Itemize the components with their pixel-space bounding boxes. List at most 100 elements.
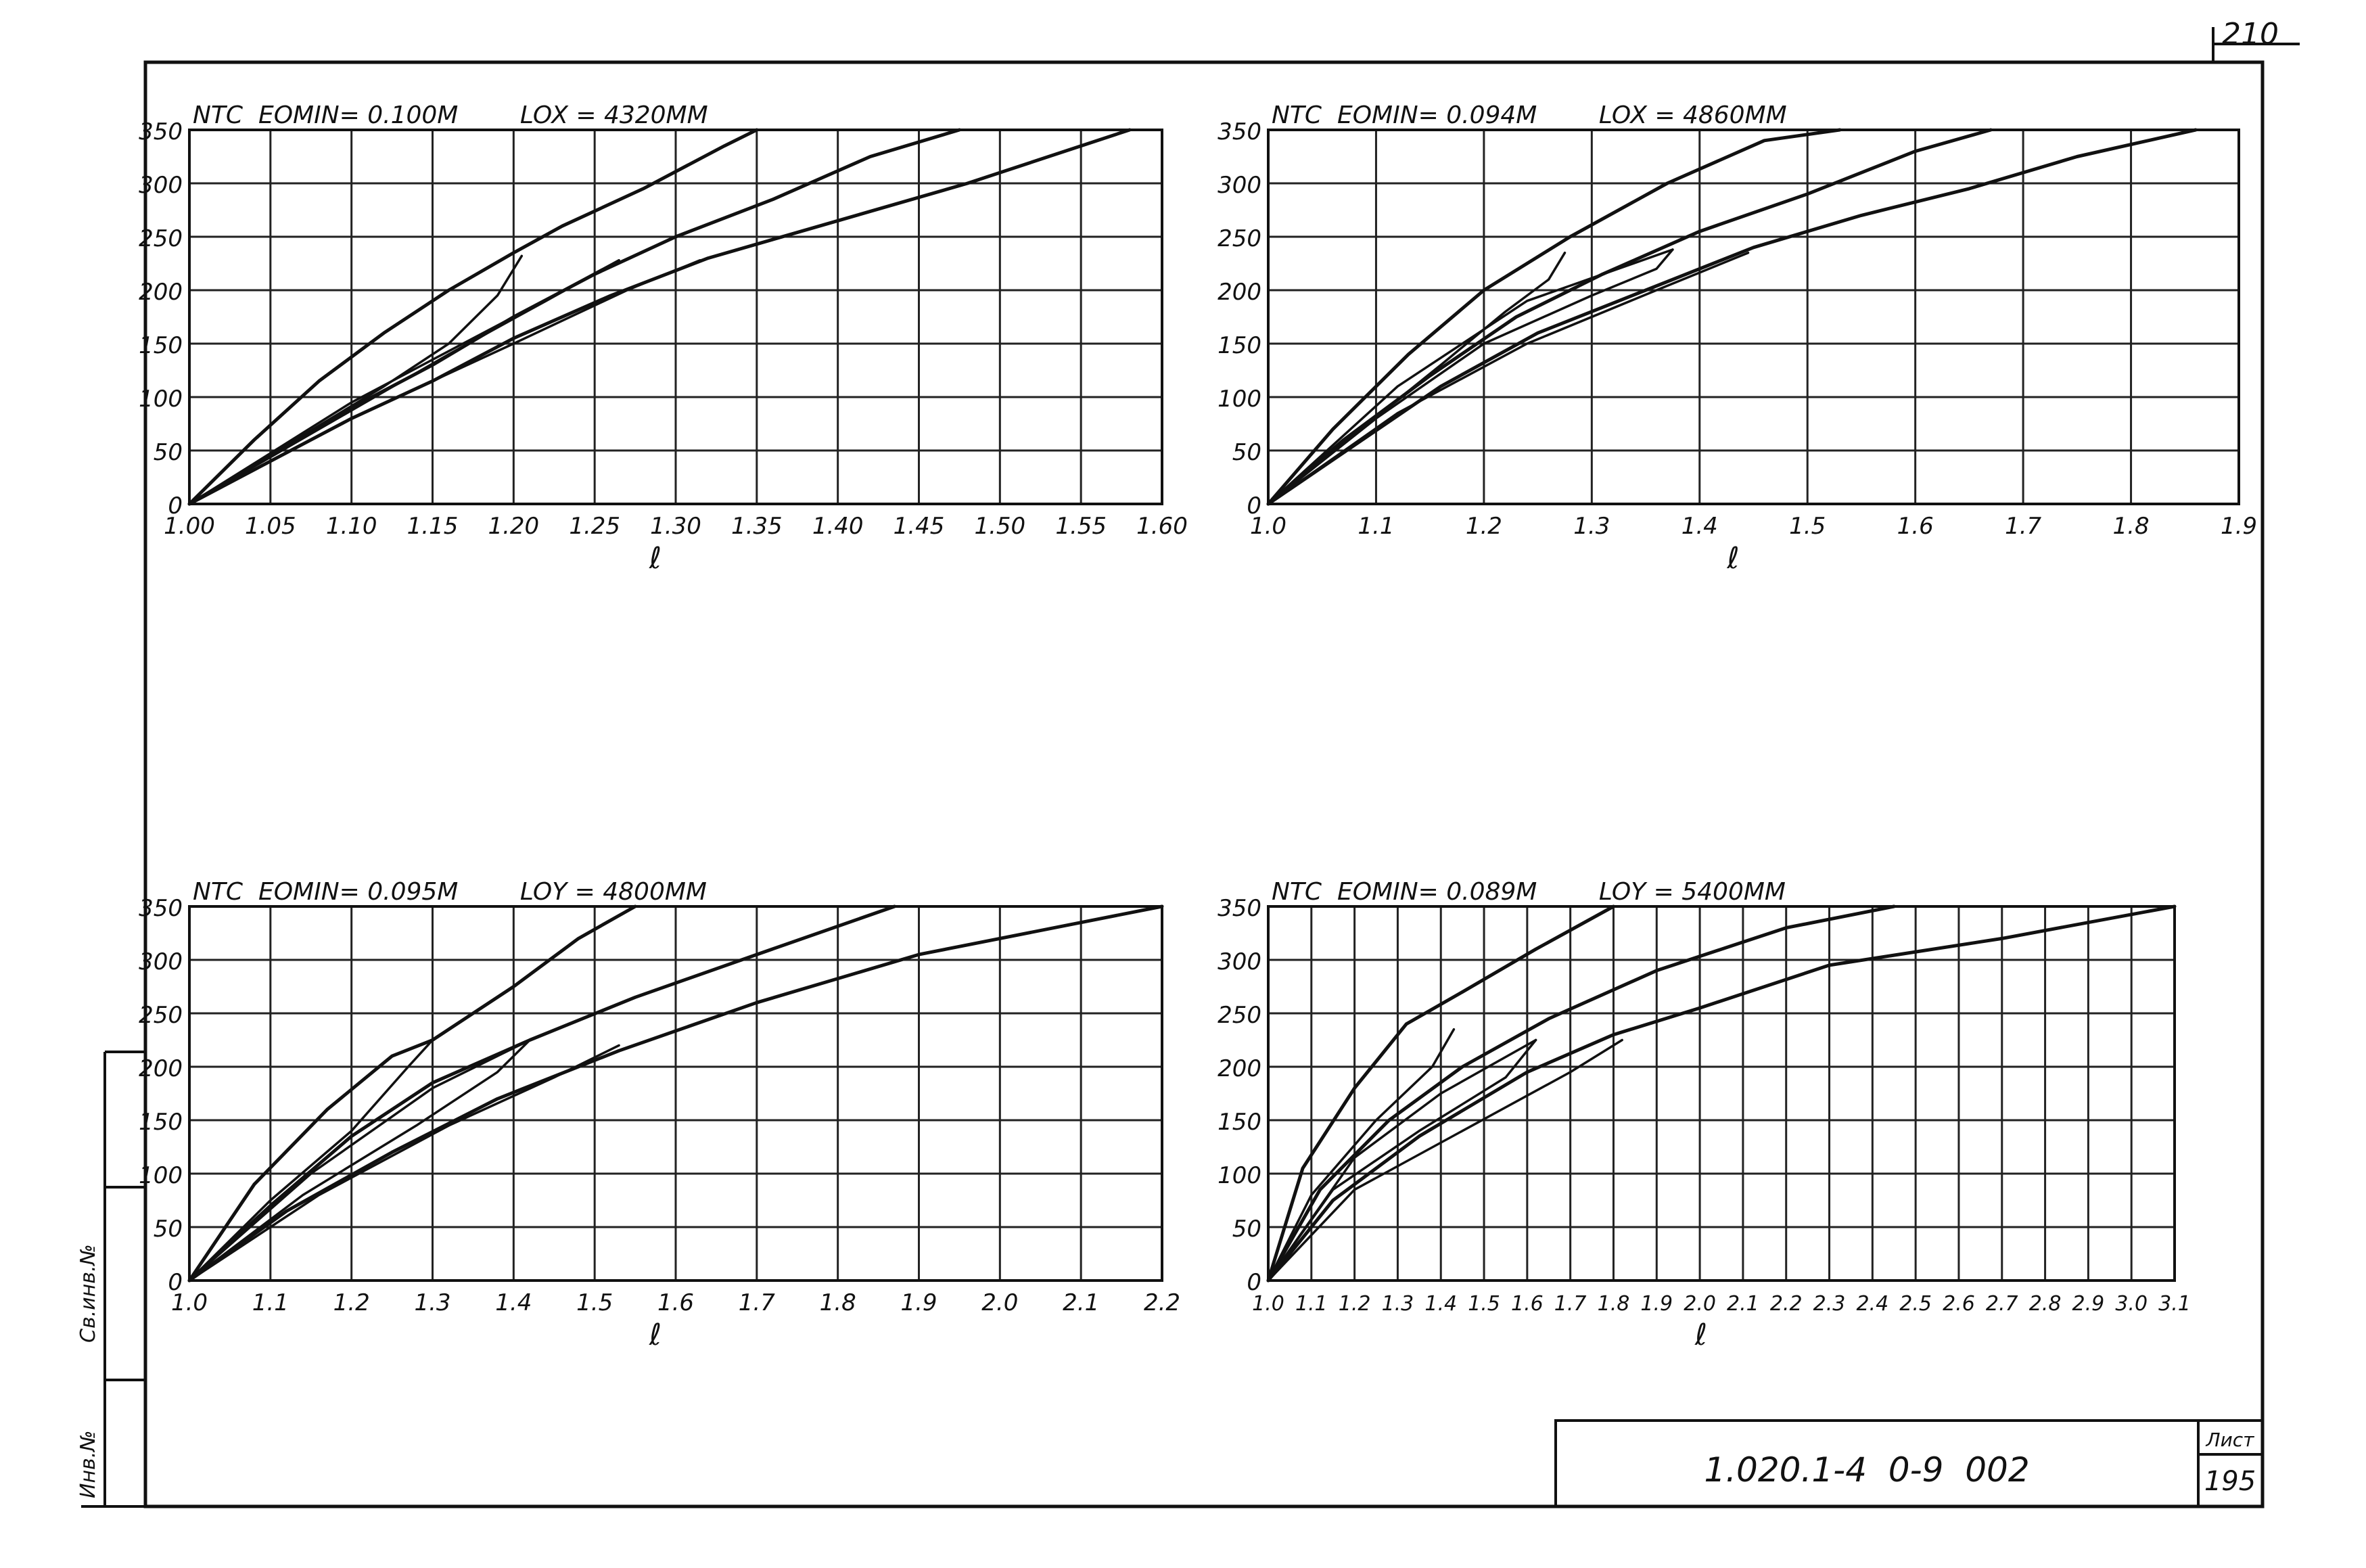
series-line-1 (187, 128, 759, 506)
chart-lox-4320: 0 50 100 150 200 250 300 350 1.00 1.05 1.10 1.15 1.2… (139, 101, 1188, 576)
series-line-2 (187, 904, 896, 1283)
x-tick-label: 2.7 (1986, 1292, 2018, 1316)
series-line-2 (187, 128, 961, 506)
x-tick-label: 2.8 (2029, 1292, 2062, 1316)
side-stamp-top: Св.инв.№ (76, 1244, 100, 1343)
x-tick-label: 1.8 (2113, 513, 2150, 540)
x-tick-label: 1.60 (1136, 513, 1188, 540)
x-tick-label: 1.4 (495, 1289, 532, 1316)
plot-frame (1267, 905, 2176, 1282)
y-tick-label: 200 (1217, 279, 1261, 306)
x-tick-label: 1.3 (1382, 1292, 1414, 1316)
x-tick-label: 1.3 (1573, 513, 1610, 540)
series-line-1 (187, 904, 637, 1283)
series-line-3 (187, 128, 1132, 506)
y-tick-label: 50 (1232, 439, 1261, 466)
x-tick-label: 1.55 (1055, 513, 1107, 540)
x-tick-label: 1.10 (326, 513, 377, 540)
y-tick-label: 250 (1217, 225, 1261, 252)
x-tick-label: 2.5 (1899, 1292, 1932, 1316)
y-tick-label: 350 (139, 895, 183, 922)
x-tick-label: 1.7 (2005, 513, 2041, 540)
y-tick-label: 250 (139, 225, 183, 252)
x-axis-label: ℓ (649, 541, 662, 576)
x-tick-label: 1.4 (1424, 1292, 1457, 1316)
series-line-5 (1267, 248, 1674, 505)
x-tick-label: 1.1 (252, 1289, 289, 1316)
x-tick-label: 1.4 (1681, 513, 1718, 540)
x-tick-label: 1.25 (569, 513, 620, 540)
series-line-6 (1267, 251, 1750, 505)
series-line-7 (1267, 248, 1674, 505)
y-tick-label: 0 (1247, 492, 1261, 520)
series-line-7 (188, 1038, 532, 1282)
series-line-6 (1267, 1038, 1623, 1282)
sheet-number: 195 (2204, 1466, 2256, 1497)
x-tick-label: 1.20 (488, 513, 539, 540)
plot-frame (1267, 129, 2240, 505)
x-tick-label: 1.2 (333, 1289, 370, 1316)
series-line-4 (188, 1038, 434, 1282)
series-line-3 (1266, 904, 2177, 1283)
y-tick-label: 200 (139, 279, 183, 306)
chart-loy-4800: 0 50 100 150 200 250 300 350 1.0 1.1 1.2 1.3 1.4 1.5 1… (139, 878, 1180, 1352)
chart-title: NTC EOMIN= 0.095M LOY = 4800MM (193, 878, 707, 906)
chart-title: NTC EOMIN= 0.100M LOX = 4320MM (193, 101, 708, 129)
y-tick-label: 150 (1217, 1109, 1261, 1136)
x-tick-label: 1.30 (650, 513, 701, 540)
x-tick-label: 1.7 (739, 1289, 775, 1316)
x-axis-label: ℓ (649, 1318, 662, 1352)
x-tick-label: 1.40 (812, 513, 864, 540)
x-tick-label: 1.00 (164, 513, 215, 540)
x-tick-label: 1.2 (1466, 513, 1502, 540)
x-tick-label: 2.0 (1684, 1292, 1716, 1316)
x-tick-label: 2.2 (1144, 1289, 1180, 1316)
x-tick-label: 2.0 (981, 1289, 1018, 1316)
x-tick-label: 1.9 (2221, 513, 2257, 540)
x-tick-label: 2.1 (1063, 1289, 1099, 1316)
x-tick-label: 1.05 (245, 513, 296, 540)
series-line-1 (1266, 128, 1842, 506)
title-block: 1.020.1-4 0-9 002 Лист 195 (1554, 1419, 2264, 1508)
x-tick-label: 1.1 (1295, 1292, 1328, 1316)
chart-lox-4860: 0 50 100 150 200 250 300 350 1.0 1.1 1.2 1.3 1.4 1.5 1… (1217, 101, 2257, 576)
series-line-6 (188, 1044, 620, 1282)
series-line-5 (188, 259, 620, 505)
chart-loy-5400: 0 50 100 150 200 250 300 350 1.0 1.1 1.2 1.3 1.4 1.5 1… (1217, 878, 2191, 1352)
y-tick-label: 250 (1217, 1002, 1261, 1029)
x-tick-label: 3.1 (2158, 1292, 2191, 1316)
x-tick-label: 1.1 (1358, 513, 1394, 540)
x-tick-label: 1.6 (1897, 513, 1934, 540)
x-tick-label: 1.50 (974, 513, 1025, 540)
y-tick-label: 0 (168, 1269, 183, 1296)
y-tick-label: 350 (139, 118, 183, 145)
x-tick-label: 1.6 (657, 1289, 694, 1316)
x-tick-label: 1.0 (1250, 513, 1286, 540)
x-axis-label: ℓ (1694, 1318, 1707, 1352)
series-line-1 (1266, 904, 1615, 1283)
series-line-2 (1266, 904, 1896, 1283)
series-line-7 (1267, 1038, 1537, 1282)
y-tick-label: 200 (1217, 1055, 1261, 1082)
series-line-4 (188, 254, 524, 505)
x-tick-label: 1.5 (1789, 513, 1826, 540)
y-tick-label: 150 (1217, 332, 1261, 359)
y-tick-label: 300 (1217, 948, 1261, 975)
x-tick-label: 1.5 (1468, 1292, 1500, 1316)
x-tick-label: 3.0 (2115, 1292, 2148, 1316)
sheet-frame (143, 60, 2265, 1508)
y-tick-label: 300 (1217, 172, 1261, 199)
y-tick-label: 300 (139, 948, 183, 975)
x-tick-label: 1.0 (171, 1289, 208, 1316)
x-tick-label: 1.6 (1511, 1292, 1544, 1316)
y-tick-label: 0 (1247, 1269, 1261, 1296)
y-tick-label: 100 (139, 1162, 183, 1189)
x-tick-label: 2.6 (1943, 1292, 1975, 1316)
x-tick-label: 1.9 (1640, 1292, 1673, 1316)
y-tick-label: 100 (139, 386, 183, 413)
y-tick-label: 350 (1217, 118, 1261, 145)
x-tick-label: 2.3 (1813, 1292, 1846, 1316)
chart-title: NTC EOMIN= 0.094M LOX = 4860MM (1272, 101, 1787, 129)
y-tick-label: 0 (168, 492, 183, 520)
